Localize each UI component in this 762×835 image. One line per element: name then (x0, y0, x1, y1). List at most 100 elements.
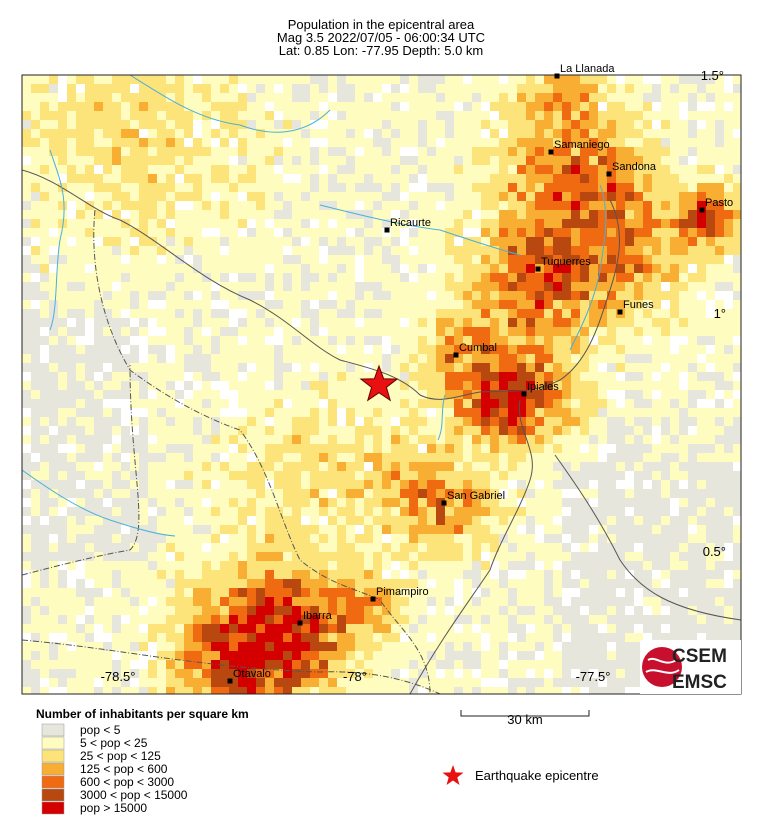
population-cell (121, 183, 130, 192)
population-cell (67, 327, 76, 336)
population-cell (247, 192, 256, 201)
population-cell (364, 192, 373, 201)
population-cell (202, 282, 211, 291)
population-cell (193, 633, 202, 642)
population-cell (76, 291, 85, 300)
population-cell (49, 174, 58, 183)
population-cell (589, 678, 598, 687)
population-cell (247, 309, 256, 318)
population-cell (400, 219, 409, 228)
population-cell (652, 147, 661, 156)
population-cell (283, 147, 292, 156)
population-cell (373, 219, 382, 228)
population-cell (301, 480, 310, 489)
population-cell (103, 309, 112, 318)
population-cell (121, 435, 130, 444)
population-cell (589, 255, 598, 264)
population-cell (202, 102, 211, 111)
population-cell (400, 120, 409, 129)
population-cell (319, 498, 328, 507)
population-cell (238, 651, 247, 660)
population-cell (625, 525, 634, 534)
population-cell (607, 309, 616, 318)
population-cell (76, 399, 85, 408)
population-cell (724, 183, 733, 192)
population-cell (319, 624, 328, 633)
population-cell (67, 102, 76, 111)
population-cell (310, 84, 319, 93)
population-cell (238, 291, 247, 300)
population-cell (337, 426, 346, 435)
population-cell (175, 84, 184, 93)
population-cell (607, 381, 616, 390)
population-cell (274, 210, 283, 219)
population-cell (220, 444, 229, 453)
population-cell (670, 309, 679, 318)
population-cell (103, 237, 112, 246)
population-cell (481, 390, 490, 399)
population-cell (472, 201, 481, 210)
subtitle: Mag 3.5 2022/07/05 - 06:00:34 UTC (277, 30, 485, 45)
population-cell (616, 471, 625, 480)
population-cell (634, 291, 643, 300)
population-cell (265, 408, 274, 417)
population-cell (382, 300, 391, 309)
population-cell (364, 93, 373, 102)
population-cell (166, 309, 175, 318)
population-cell (175, 624, 184, 633)
population-cell (247, 138, 256, 147)
population-cell (580, 426, 589, 435)
population-cell (238, 543, 247, 552)
population-cell (553, 651, 562, 660)
population-cell (328, 372, 337, 381)
population-cell (472, 606, 481, 615)
population-cell (58, 480, 67, 489)
population-cell (427, 75, 436, 84)
population-cell (445, 93, 454, 102)
population-cell (409, 435, 418, 444)
population-cell (400, 615, 409, 624)
population-cell (175, 147, 184, 156)
population-cell (211, 417, 220, 426)
population-cell (220, 516, 229, 525)
population-cell (220, 228, 229, 237)
population-cell (364, 516, 373, 525)
population-cell (346, 633, 355, 642)
population-cell (607, 147, 616, 156)
population-cell (148, 111, 157, 120)
population-cell (274, 633, 283, 642)
population-cell (373, 75, 382, 84)
population-cell (463, 606, 472, 615)
population-cell (679, 174, 688, 183)
population-cell (589, 300, 598, 309)
population-cell (364, 255, 373, 264)
population-cell (517, 237, 526, 246)
population-cell (157, 93, 166, 102)
population-cell (445, 399, 454, 408)
population-cell (76, 525, 85, 534)
population-cell (139, 516, 148, 525)
population-cell (49, 660, 58, 669)
population-cell (310, 480, 319, 489)
population-cell (661, 219, 670, 228)
population-cell (526, 210, 535, 219)
population-cell (616, 462, 625, 471)
population-cell (544, 480, 553, 489)
population-cell (625, 327, 634, 336)
population-cell (472, 633, 481, 642)
population-cell (283, 570, 292, 579)
population-cell (49, 651, 58, 660)
population-cell (589, 102, 598, 111)
population-cell (310, 642, 319, 651)
population-cell (121, 327, 130, 336)
population-cell (301, 426, 310, 435)
population-cell (157, 633, 166, 642)
population-cell (58, 606, 67, 615)
population-cell (715, 318, 724, 327)
population-cell (409, 381, 418, 390)
population-cell (157, 237, 166, 246)
population-cell (706, 507, 715, 516)
population-cell (517, 444, 526, 453)
population-cell (706, 633, 715, 642)
population-cell (517, 606, 526, 615)
